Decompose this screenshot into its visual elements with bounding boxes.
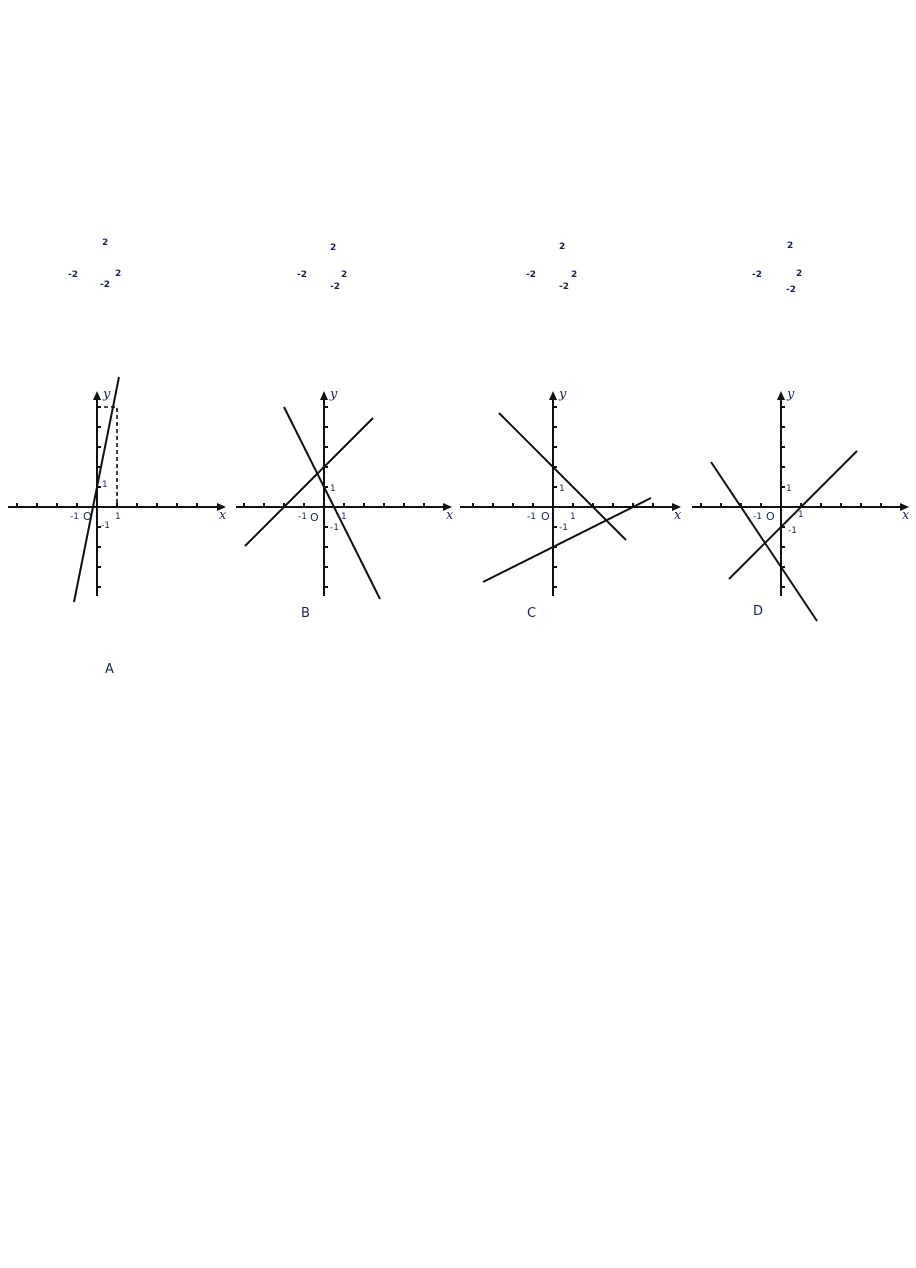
stray-label-right: 2 <box>341 270 347 280</box>
origin-label: O <box>83 510 92 523</box>
tick-label-y-pos: 1 <box>102 480 108 490</box>
x-axis-label: x <box>674 508 682 523</box>
option-label: C <box>527 606 536 621</box>
stray-labels-4: 2 -2 2 -2 <box>752 241 802 295</box>
graph-a: x y O -1 1 1 -1 A <box>8 376 227 677</box>
tick-label-x-neg: -1 <box>298 512 307 522</box>
tick-label-y-pos: 1 <box>559 484 565 494</box>
x-axis-label: x <box>902 508 910 523</box>
tick-label-x-neg: -1 <box>70 512 79 522</box>
line-1 <box>728 450 858 580</box>
tick-label-x-neg: -1 <box>527 512 536 522</box>
x-axis-label: x <box>446 508 454 523</box>
origin-label: O <box>310 511 319 524</box>
stray-label-top: 2 <box>102 238 108 248</box>
y-axis-arrow <box>777 391 785 400</box>
tick-label-x-pos: 1 <box>798 510 804 520</box>
tick-label-y-neg: -1 <box>559 523 568 533</box>
y-axis-arrow <box>320 391 328 400</box>
y-axis-label: y <box>329 387 338 402</box>
origin-label: O <box>766 510 775 523</box>
stray-label-bottom: -2 <box>559 282 569 292</box>
stray-label-top: 2 <box>787 241 793 251</box>
x-axis-arrow <box>900 503 909 511</box>
graph-d: x y O -1 1 1 -1 D <box>692 387 910 622</box>
tick-label-y-pos: 1 <box>330 484 336 494</box>
y-axis-label: y <box>786 387 795 402</box>
graph-lines <box>692 391 909 622</box>
line-1 <box>244 417 374 547</box>
origin-label: O <box>541 510 550 523</box>
line-1 <box>498 412 627 541</box>
graph-c: x y O -1 1 1 -1 C <box>460 387 682 621</box>
stray-label-right: 2 <box>571 270 577 280</box>
x-axis-arrow <box>443 503 452 511</box>
x-axis-arrow <box>672 503 681 511</box>
x-axis-label: x <box>219 508 227 523</box>
stray-labels-1: 2 -2 2 -2 <box>68 238 121 290</box>
graph-lines <box>8 376 226 603</box>
y-axis-arrow <box>549 391 557 400</box>
stray-label-bottom: -2 <box>786 285 796 295</box>
tick-label-x-neg: -1 <box>753 512 762 522</box>
line-2 <box>710 461 818 622</box>
line-2 <box>482 497 652 583</box>
stray-label-left: -2 <box>526 270 536 280</box>
line-2 <box>283 406 381 600</box>
tick-label-y-pos: 1 <box>786 484 792 494</box>
dashed-guide <box>97 406 118 507</box>
option-label: A <box>105 662 114 677</box>
x-axis-arrow <box>217 503 226 511</box>
stray-label-bottom: -2 <box>330 282 340 292</box>
y-axis-label: y <box>102 387 111 402</box>
stray-labels-3: 2 -2 2 -2 <box>526 242 577 292</box>
tick-label-x-pos: 1 <box>341 512 347 522</box>
option-label: B <box>301 606 310 621</box>
tick-label-y-neg: -1 <box>788 526 797 536</box>
tick-label-x-pos: 1 <box>570 512 576 522</box>
stray-label-right: 2 <box>115 269 121 279</box>
stray-label-left: -2 <box>752 270 762 280</box>
stray-label-bottom: -2 <box>100 280 110 290</box>
option-label: D <box>753 604 763 619</box>
y-axis-arrow <box>93 391 101 400</box>
tick-label-y-neg: -1 <box>330 523 339 533</box>
y-axis-label: y <box>558 387 567 402</box>
graph-lines <box>460 391 681 596</box>
stray-label-top: 2 <box>330 243 336 253</box>
tick-label-x-pos: 1 <box>115 512 121 522</box>
line-1 <box>73 376 120 603</box>
stray-label-top: 2 <box>559 242 565 252</box>
stray-label-left: -2 <box>68 270 78 280</box>
tick-label-y-neg: -1 <box>101 521 110 531</box>
stray-labels-2: 2 -2 2 -2 <box>297 243 347 292</box>
graph-lines <box>236 391 452 600</box>
stray-label-left: -2 <box>297 270 307 280</box>
graph-b: x y O -1 1 1 -1 B <box>236 387 454 621</box>
stray-label-right: 2 <box>796 269 802 279</box>
